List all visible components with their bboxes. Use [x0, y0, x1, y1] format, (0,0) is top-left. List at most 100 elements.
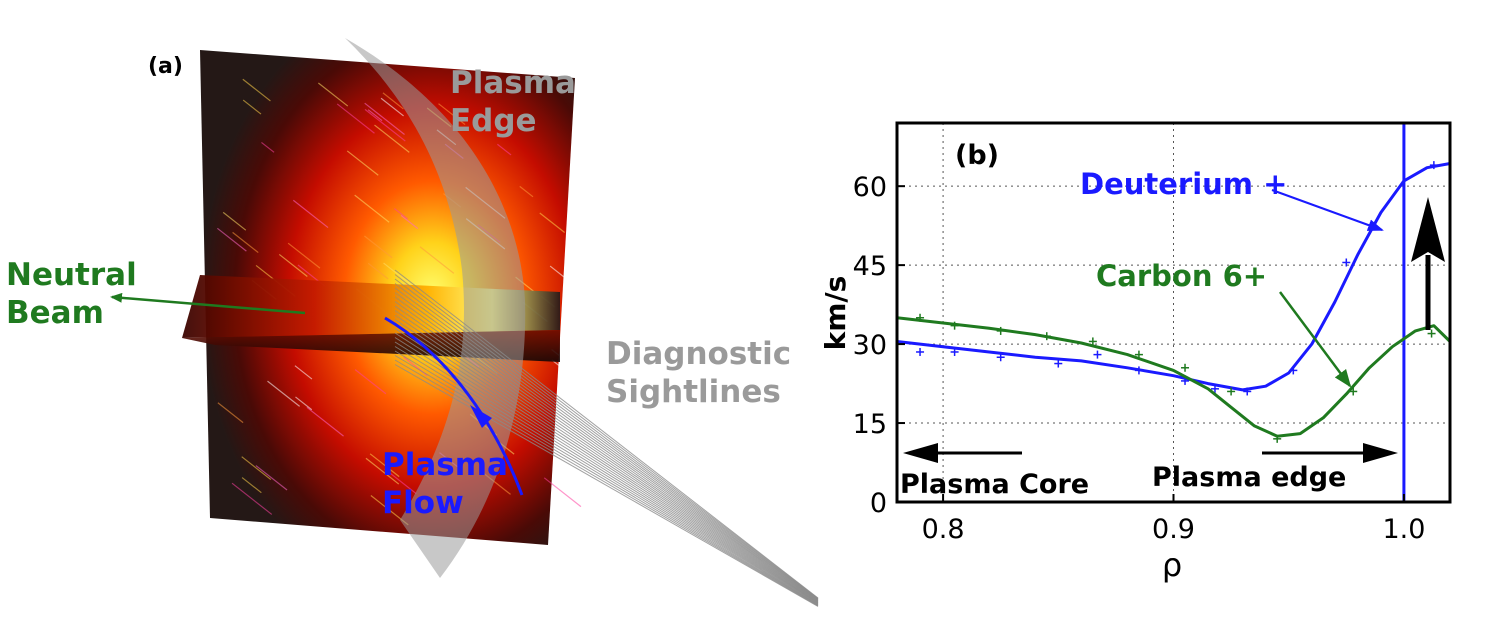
sightline [394, 274, 819, 599]
plasma-core-arrowhead [903, 443, 938, 463]
x-tick-label: 0.9 [1152, 514, 1195, 545]
emission-streak [438, 103, 466, 126]
deuterium-data-point [1429, 161, 1438, 170]
carbon-fit-line [896, 316, 1452, 438]
panel-a-label: (a) [148, 54, 183, 79]
sightline [394, 328, 819, 604]
emission-streak [346, 150, 379, 176]
deuterium-data-point [1342, 258, 1351, 267]
y-axis-label: km/s [819, 276, 852, 351]
emission-streak [369, 453, 400, 478]
y-tick-label: 45 [853, 251, 887, 282]
emission-streak [295, 396, 313, 411]
plasma-flow-arrowhead [470, 405, 492, 428]
emission-streak [419, 246, 455, 274]
y-tick-label: 0 [870, 488, 887, 519]
panel-b-label: (b) [955, 140, 999, 171]
emission-streak [551, 359, 570, 374]
emission-streak [374, 124, 410, 153]
y-tick-label: 15 [853, 409, 887, 440]
emission-streak [394, 208, 408, 220]
sightline [394, 283, 819, 600]
emission-streak [367, 262, 389, 280]
x-tick-label: 1.0 [1382, 514, 1425, 545]
carbon-legend-label: Carbon 6+ [1096, 259, 1267, 293]
emission-streak [242, 78, 271, 102]
deuterium-data-point [1181, 376, 1190, 385]
carbon-data-point [916, 313, 925, 322]
carbon-data-point [1427, 329, 1436, 338]
edge-increase-arrowhead [1411, 197, 1445, 262]
sightline [394, 341, 819, 605]
plasma-edge-arrowhead [1363, 443, 1398, 463]
emission-streak [241, 456, 272, 481]
grid [897, 123, 1450, 502]
sightline [394, 292, 819, 601]
sightline [394, 305, 819, 602]
emission-streak [382, 92, 404, 110]
sightline [394, 364, 819, 607]
x-axis-label: ρ [1162, 546, 1182, 584]
emission-streak [364, 235, 393, 259]
emission-streak [267, 380, 301, 407]
sightline [394, 323, 819, 604]
emission-streak [365, 457, 400, 485]
emission-streak [384, 468, 417, 495]
emission-streak [380, 97, 404, 117]
series-layer [896, 161, 1452, 443]
deuterium-data-point [1210, 384, 1219, 393]
sightline [394, 278, 819, 600]
plasma-edge-label-line1: Plasma [450, 65, 576, 101]
panel-b: 0.8 0.9 1.0 0 15 30 45 60 km/s ρ (b) Deuterium … [819, 121, 1452, 584]
carbon-data-point [1227, 387, 1236, 396]
emission-streak [255, 465, 288, 491]
emission-streak [549, 265, 570, 282]
plasma-edge-label-line2: Edge [450, 103, 537, 139]
neutral-beam-arrow [110, 292, 306, 315]
plasma-edge-label: Plasma edge [1152, 462, 1346, 493]
deuterium-pointer-arrow [1271, 189, 1384, 231]
emission-streak [222, 211, 247, 231]
sightline [394, 301, 819, 602]
panel-a: (a) Plasma Edge Neutral Beam Diagnostic … [6, 38, 819, 607]
plasma-core-label: Plasma Core [900, 469, 1089, 500]
deuterium-data-point [996, 353, 1005, 362]
emission-streak [364, 102, 405, 135]
deuterium-data-point [916, 347, 925, 356]
emission-streak [318, 82, 349, 107]
emission-streak [519, 185, 534, 198]
y-tick-label: 30 [853, 330, 887, 361]
emission-streak [217, 227, 247, 252]
x-tick-label: 0.8 [922, 514, 965, 545]
carbon-data-point [1349, 387, 1358, 396]
carbon-data-point [950, 321, 959, 330]
deuterium-fit-line [896, 162, 1451, 392]
carbon-data-point [1042, 332, 1051, 341]
plasma-flow-label-line2: Flow [382, 485, 464, 521]
plasma-flow-label-line1: Plasma [382, 447, 508, 483]
neutral-beam-label-line1: Neutral [6, 257, 137, 293]
deuterium-data-point [1134, 366, 1143, 375]
emission-streak [261, 141, 275, 153]
deuterium-legend-label: Deuterium + [1080, 167, 1287, 201]
emission-streak [292, 199, 329, 229]
carbon-data-point [1273, 434, 1282, 443]
carbon-data-point [996, 326, 1005, 335]
emission-streak [241, 477, 262, 494]
deuterium-data-point [1289, 366, 1298, 375]
carbon-data-point [1134, 350, 1143, 359]
carbon-pointer-arrow [1278, 291, 1352, 388]
emission-streak [354, 369, 387, 395]
axis-ticks: 0.8 0.9 1.0 0 15 30 45 60 [853, 172, 1426, 545]
sightline [394, 296, 819, 601]
emission-streak [367, 109, 383, 122]
emission-streak [231, 482, 273, 515]
emission-streak [242, 99, 262, 115]
emission-streak [497, 143, 512, 156]
plasma-edge-surface [345, 38, 526, 578]
emission-streak [354, 194, 390, 223]
sightlines-label-line1: Diagnostic [606, 336, 791, 372]
emission-streak [287, 242, 321, 269]
sightline [394, 269, 819, 599]
